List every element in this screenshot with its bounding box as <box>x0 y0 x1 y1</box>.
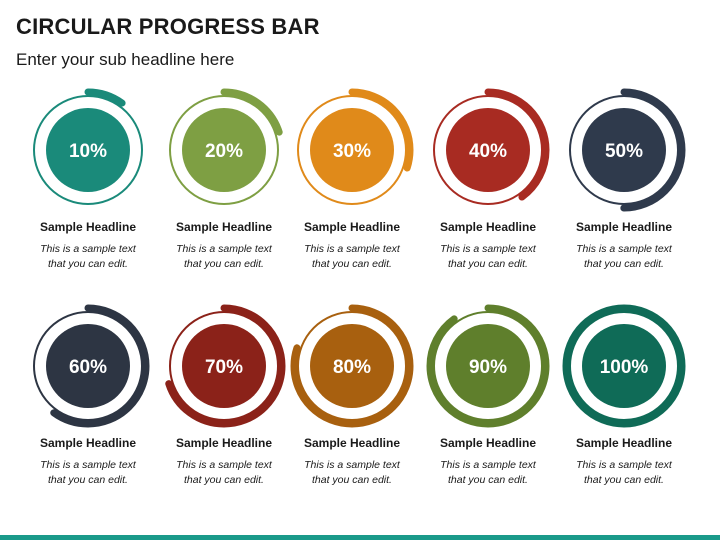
circular-progress: 30% <box>290 88 414 212</box>
item-headline: Sample Headline <box>175 220 273 234</box>
progress-arc <box>426 304 550 428</box>
item-description: This is a sample text that you can edit. <box>40 459 136 486</box>
progress-arc <box>426 88 550 212</box>
circular-progress: 50% <box>562 88 686 212</box>
item-description: This is a sample text that you can edit. <box>304 243 400 270</box>
circular-progress: 10% <box>26 88 150 212</box>
progress-arc <box>26 304 150 428</box>
progress-disc <box>182 108 266 192</box>
progress-track-ring <box>569 311 679 421</box>
percent-label: 10% <box>69 141 107 162</box>
progress-arc <box>26 88 150 212</box>
percent-label: 20% <box>205 141 243 162</box>
progress-arc <box>162 88 286 212</box>
progress-disc <box>310 108 394 192</box>
progress-item: 50% Sample Headline This is a sample text … <box>556 88 692 272</box>
progress-track-ring <box>297 95 407 205</box>
item-headline: Sample Headline <box>303 436 401 450</box>
progress-item: 20% Sample Headline This is a sample text … <box>156 88 292 272</box>
progress-track-ring <box>33 95 143 205</box>
progress-item: 40% Sample Headline This is a sample text … <box>420 88 556 272</box>
item-headline: Sample Headline <box>39 436 137 450</box>
item-description: This is a sample text that you can edit. <box>440 459 536 486</box>
item-description: This is a sample text that you can edit. <box>304 459 400 486</box>
item-description: This is a sample text that you can edit. <box>40 243 136 270</box>
item-headline: Sample Headline <box>575 436 673 450</box>
circular-progress: 80% <box>290 304 414 428</box>
progress-track-ring <box>433 311 543 421</box>
progress-item: 60% Sample Headline This is a sample text … <box>20 304 156 488</box>
progress-arc <box>162 304 286 428</box>
progress-arc <box>290 304 414 428</box>
page-title: CIRCULAR PROGRESS BAR <box>16 14 320 39</box>
circular-progress: 100% <box>562 304 686 428</box>
progress-item: 100% Sample Headline This is a sample text… <box>556 304 692 488</box>
item-headline: Sample Headline <box>303 220 401 234</box>
progress-track-ring <box>169 311 279 421</box>
page-subtitle: Enter your sub headline here <box>16 50 235 69</box>
item-description: This is a sample text that you can edit. <box>176 243 272 270</box>
circular-progress: 20% <box>162 88 286 212</box>
item-headline: Sample Headline <box>39 220 137 234</box>
item-description: This is a sample text that you can edit. <box>176 459 272 486</box>
item-description: This is a sample text that you can edit. <box>440 243 536 270</box>
percent-label: 50% <box>605 141 643 162</box>
progress-track-ring <box>297 311 407 421</box>
progress-item: 80% Sample Headline This is a sample text … <box>284 304 420 488</box>
circular-progress: 90% <box>426 304 550 428</box>
item-headline: Sample Headline <box>439 220 537 234</box>
progress-disc <box>582 108 666 192</box>
circular-progress: 70% <box>162 304 286 428</box>
percent-label: 70% <box>205 357 243 378</box>
progress-item: 70% Sample Headline This is a sample text … <box>156 304 292 488</box>
progress-disc <box>310 324 394 408</box>
progress-item: 10% Sample Headline This is a sample text … <box>20 88 156 272</box>
percent-label: 80% <box>333 357 371 378</box>
progress-track-ring <box>33 311 143 421</box>
progress-track-ring <box>169 95 279 205</box>
item-headline: Sample Headline <box>439 436 537 450</box>
bottom-accent-bar <box>0 535 720 540</box>
percent-label: 30% <box>333 141 371 162</box>
progress-arc <box>562 88 686 212</box>
item-description: This is a sample text that you can edit. <box>576 459 672 486</box>
circular-progress: 40% <box>426 88 550 212</box>
progress-disc <box>446 108 530 192</box>
progress-item: 90% Sample Headline This is a sample text … <box>420 304 556 488</box>
progress-disc <box>46 324 130 408</box>
progress-disc <box>182 324 266 408</box>
percent-label: 90% <box>469 357 507 378</box>
item-description: This is a sample text that you can edit. <box>576 243 672 270</box>
percent-label: 60% <box>69 357 107 378</box>
item-headline: Sample Headline <box>175 436 273 450</box>
progress-disc <box>446 324 530 408</box>
progress-track-ring <box>569 95 679 205</box>
circular-progress: 60% <box>26 304 150 428</box>
progress-disc <box>582 324 666 408</box>
progress-arc <box>290 88 414 212</box>
item-headline: Sample Headline <box>575 220 673 234</box>
progress-item: 30% Sample Headline This is a sample text … <box>284 88 420 272</box>
progress-track-ring <box>433 95 543 205</box>
percent-label: 100% <box>600 357 649 378</box>
progress-arc <box>562 304 686 428</box>
percent-label: 40% <box>469 141 507 162</box>
progress-disc <box>46 108 130 192</box>
